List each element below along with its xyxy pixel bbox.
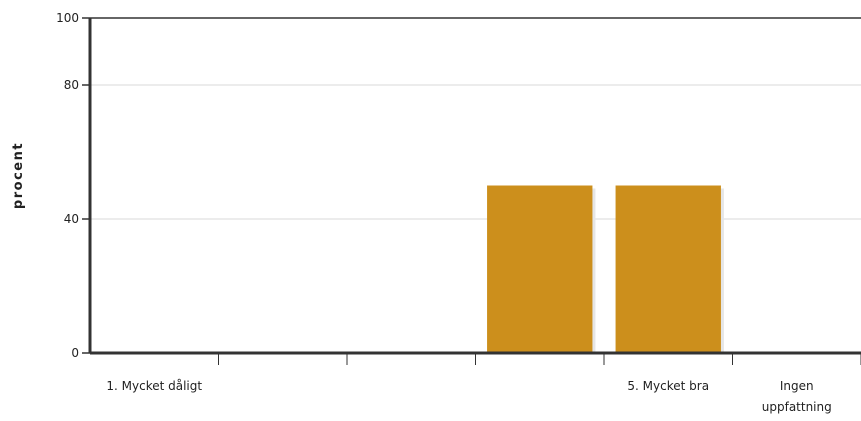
bar-4 [487,185,593,353]
bar-5 [615,185,721,353]
x-tick-label: Ingen uppfattning [762,379,832,414]
y-ticks: 0 40 80 100 [56,11,90,360]
x-tick-label: 5. Mycket bra [627,379,709,393]
bars [487,185,724,353]
y-axis-label: procent [11,142,26,209]
y-tick-label: 80 [64,78,79,92]
axes [88,18,861,355]
x-ticks: 1. Mycket dåligt 5. Mycket bra Ingen uppfat… [106,353,861,414]
grid-lines [90,17,861,220]
y-tick-label: 100 [56,11,79,25]
y-tick-label: 40 [64,212,79,226]
x-tick-label: 1. Mycket dåligt [106,379,202,393]
y-tick-label: 0 [71,346,79,360]
